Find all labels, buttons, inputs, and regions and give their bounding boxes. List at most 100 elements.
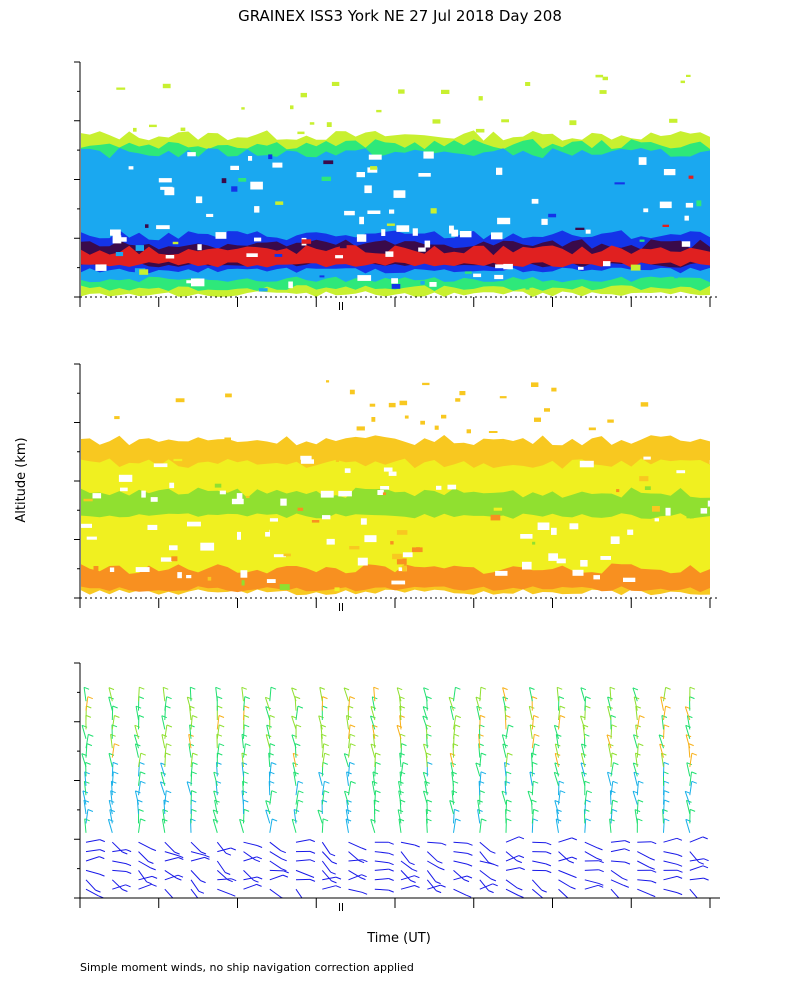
wind-barb: [663, 706, 667, 721]
wind-barb-flag: [309, 878, 316, 882]
wind-barb: [558, 888, 569, 898]
heatmap-patch: [151, 538, 159, 541]
wind-barb-flag: [454, 724, 461, 728]
wind-barb: [505, 888, 519, 896]
heatmap-patch: [432, 119, 441, 124]
heatmap-patch: [640, 402, 649, 407]
wind-barb: [502, 687, 507, 702]
wind-barb: [85, 869, 100, 875]
data-gap: [429, 282, 437, 287]
wind-barb-flag: [435, 890, 442, 894]
wind-barb: [636, 799, 639, 815]
wind-barb-flag: [397, 687, 403, 691]
heatmap-patch: [290, 105, 294, 110]
wind-barb: [400, 870, 411, 881]
data-gap: [418, 247, 426, 252]
heatmap-patch: [519, 137, 524, 141]
wind-barb-flag: [188, 733, 194, 737]
panel-doppler: [74, 363, 720, 611]
wind-barb-flag: [571, 837, 577, 841]
wind-barb-flag: [585, 799, 591, 803]
wind-barb-flag: [412, 868, 418, 872]
wind-barb: [580, 762, 586, 777]
wind-barb: [344, 791, 349, 805]
heatmap-patch: [501, 119, 509, 123]
wind-barb: [243, 841, 258, 846]
wind-barb-flag: [269, 743, 276, 747]
wind-barb-flag: [435, 881, 441, 885]
wind-barb: [138, 687, 140, 702]
wind-barb: [348, 743, 351, 758]
wind-barb: [607, 696, 612, 711]
wind-barb: [558, 706, 561, 721]
wind-barb: [558, 837, 572, 843]
heatmap-patch: [630, 264, 641, 271]
data-gap: [659, 201, 672, 209]
wind-barb-flag: [425, 724, 432, 728]
wind-barb: [372, 734, 376, 749]
heatmap-patch: [382, 492, 386, 495]
wind-barb-flag: [241, 686, 247, 690]
wind-barb-flag: [191, 771, 197, 775]
wind-barb: [580, 687, 586, 702]
wind-barb-flag: [361, 891, 368, 895]
heatmap-patch: [420, 420, 425, 425]
wind-barb-flag: [518, 855, 525, 859]
wind-barb: [689, 836, 703, 843]
wind-barb: [478, 781, 481, 796]
wind-barb: [190, 879, 200, 892]
wind-barb-flag: [271, 818, 278, 822]
wind-barb: [346, 715, 349, 730]
wind-barb-flag: [702, 865, 709, 869]
heatmap-patch: [326, 380, 330, 383]
wind-barb-flag: [598, 882, 604, 886]
wind-barb-flag: [664, 790, 670, 794]
wind-barb: [610, 762, 614, 777]
wind-barb: [427, 860, 440, 869]
wind-barb-flag: [192, 762, 198, 765]
wind-barb-flag: [243, 799, 249, 803]
wind-barb: [584, 851, 598, 859]
heatmap-patch: [404, 415, 409, 419]
wind-barb: [453, 851, 468, 854]
wind-barb: [425, 809, 428, 824]
wind-barb-flag: [623, 884, 629, 888]
wind-barb: [321, 743, 325, 758]
wind-barb-flag: [87, 809, 94, 812]
heatmap-patch: [490, 514, 501, 521]
wind-barb: [348, 841, 362, 849]
wind-barb-flag: [455, 715, 461, 719]
wind-barb-flag: [108, 818, 114, 822]
heatmap-patch: [388, 402, 396, 408]
wind-barb-flag: [516, 860, 522, 864]
wind-barb-flag: [611, 752, 618, 756]
wind-barb-flag: [677, 869, 683, 873]
wind-barb-flag: [329, 853, 336, 857]
wind-barb: [505, 753, 508, 768]
heatmap-patch: [696, 200, 702, 207]
heatmap-patch: [180, 127, 186, 132]
wind-barb: [295, 839, 310, 843]
wind-barb-flag: [257, 876, 263, 880]
wind-barb-flag: [225, 872, 231, 875]
wind-barb: [269, 790, 273, 805]
panel-snr: [74, 61, 720, 310]
wind-barb-flag: [231, 878, 237, 882]
wind-barb-flag: [702, 836, 708, 840]
wind-barb-flag: [518, 895, 524, 898]
data-gap: [197, 244, 202, 251]
wind-barb: [292, 753, 297, 768]
heatmap-patch: [151, 560, 161, 565]
wind-barb: [479, 851, 489, 863]
heatmap-patch: [274, 254, 283, 257]
wind-barb-flag: [633, 734, 639, 738]
data-gap: [700, 508, 708, 514]
wind-barb-flag: [506, 799, 512, 803]
wind-barb: [85, 879, 96, 891]
wind-barb: [505, 799, 508, 815]
wind-barb: [295, 859, 310, 862]
wind-barb: [348, 734, 351, 749]
wind-barb: [265, 809, 271, 824]
wind-barb-flag: [309, 839, 315, 843]
data-gap: [92, 493, 102, 499]
